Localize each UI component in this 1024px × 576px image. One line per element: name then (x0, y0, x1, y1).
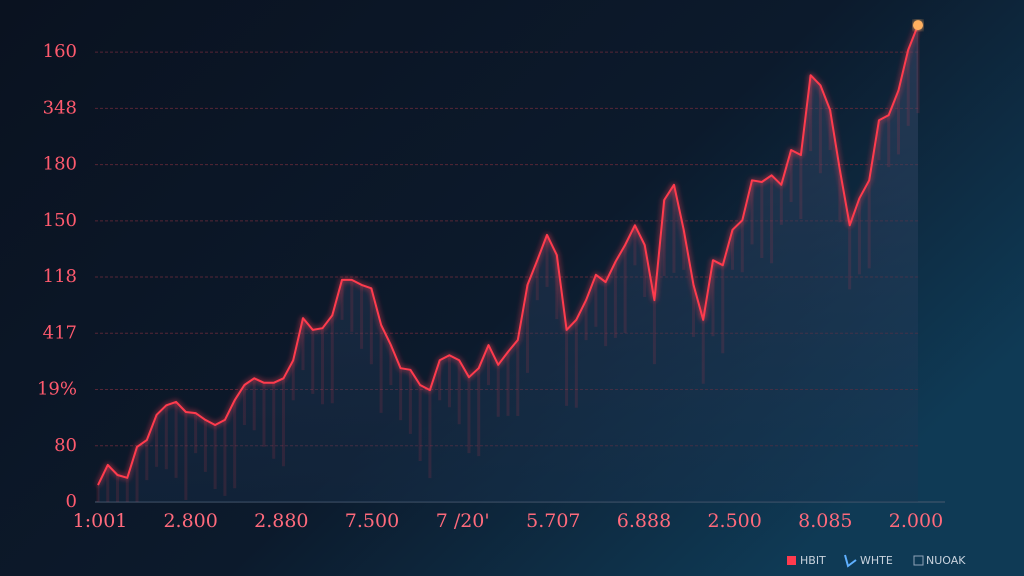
y-tick-label: 80 (54, 435, 77, 456)
line (97, 24, 919, 486)
y-tick-label: 19% (37, 379, 77, 400)
y-tick-label: 160 (43, 41, 77, 62)
x-tick-label: 5.707 (526, 510, 580, 532)
y-tick-label: 348 (43, 97, 77, 118)
x-tick-label: 2.000 (889, 510, 943, 532)
x-tick-label: 8.085 (798, 510, 852, 532)
x-tick-label: 2.880 (254, 510, 308, 532)
legend-icon (913, 555, 924, 566)
legend-label: HBIT (800, 554, 826, 567)
x-tick-label: 7 /20' (436, 510, 490, 532)
y-tick-label: 150 (43, 210, 77, 231)
legend-label: WHTE (860, 554, 893, 567)
legend-label: NUOAK (926, 554, 966, 567)
y-tick-label: 417 (43, 322, 77, 343)
x-tick-label: 2.500 (707, 510, 761, 532)
area (98, 25, 918, 502)
y-tick-label: 118 (43, 266, 77, 287)
y-tick-label: 0 (66, 491, 77, 512)
x-tick-label: 6.888 (617, 510, 671, 532)
x-tick-label: 2.800 (163, 510, 217, 532)
x-tick-label: 1:001 (73, 510, 128, 532)
legend: HBIT WHTE NUOAK (787, 554, 966, 568)
x-tick-label: 7.500 (345, 510, 399, 532)
legend-icon (787, 556, 796, 565)
end-glow (913, 20, 923, 31)
y-tick-label: 180 (43, 154, 77, 175)
legend-icon (844, 554, 857, 568)
